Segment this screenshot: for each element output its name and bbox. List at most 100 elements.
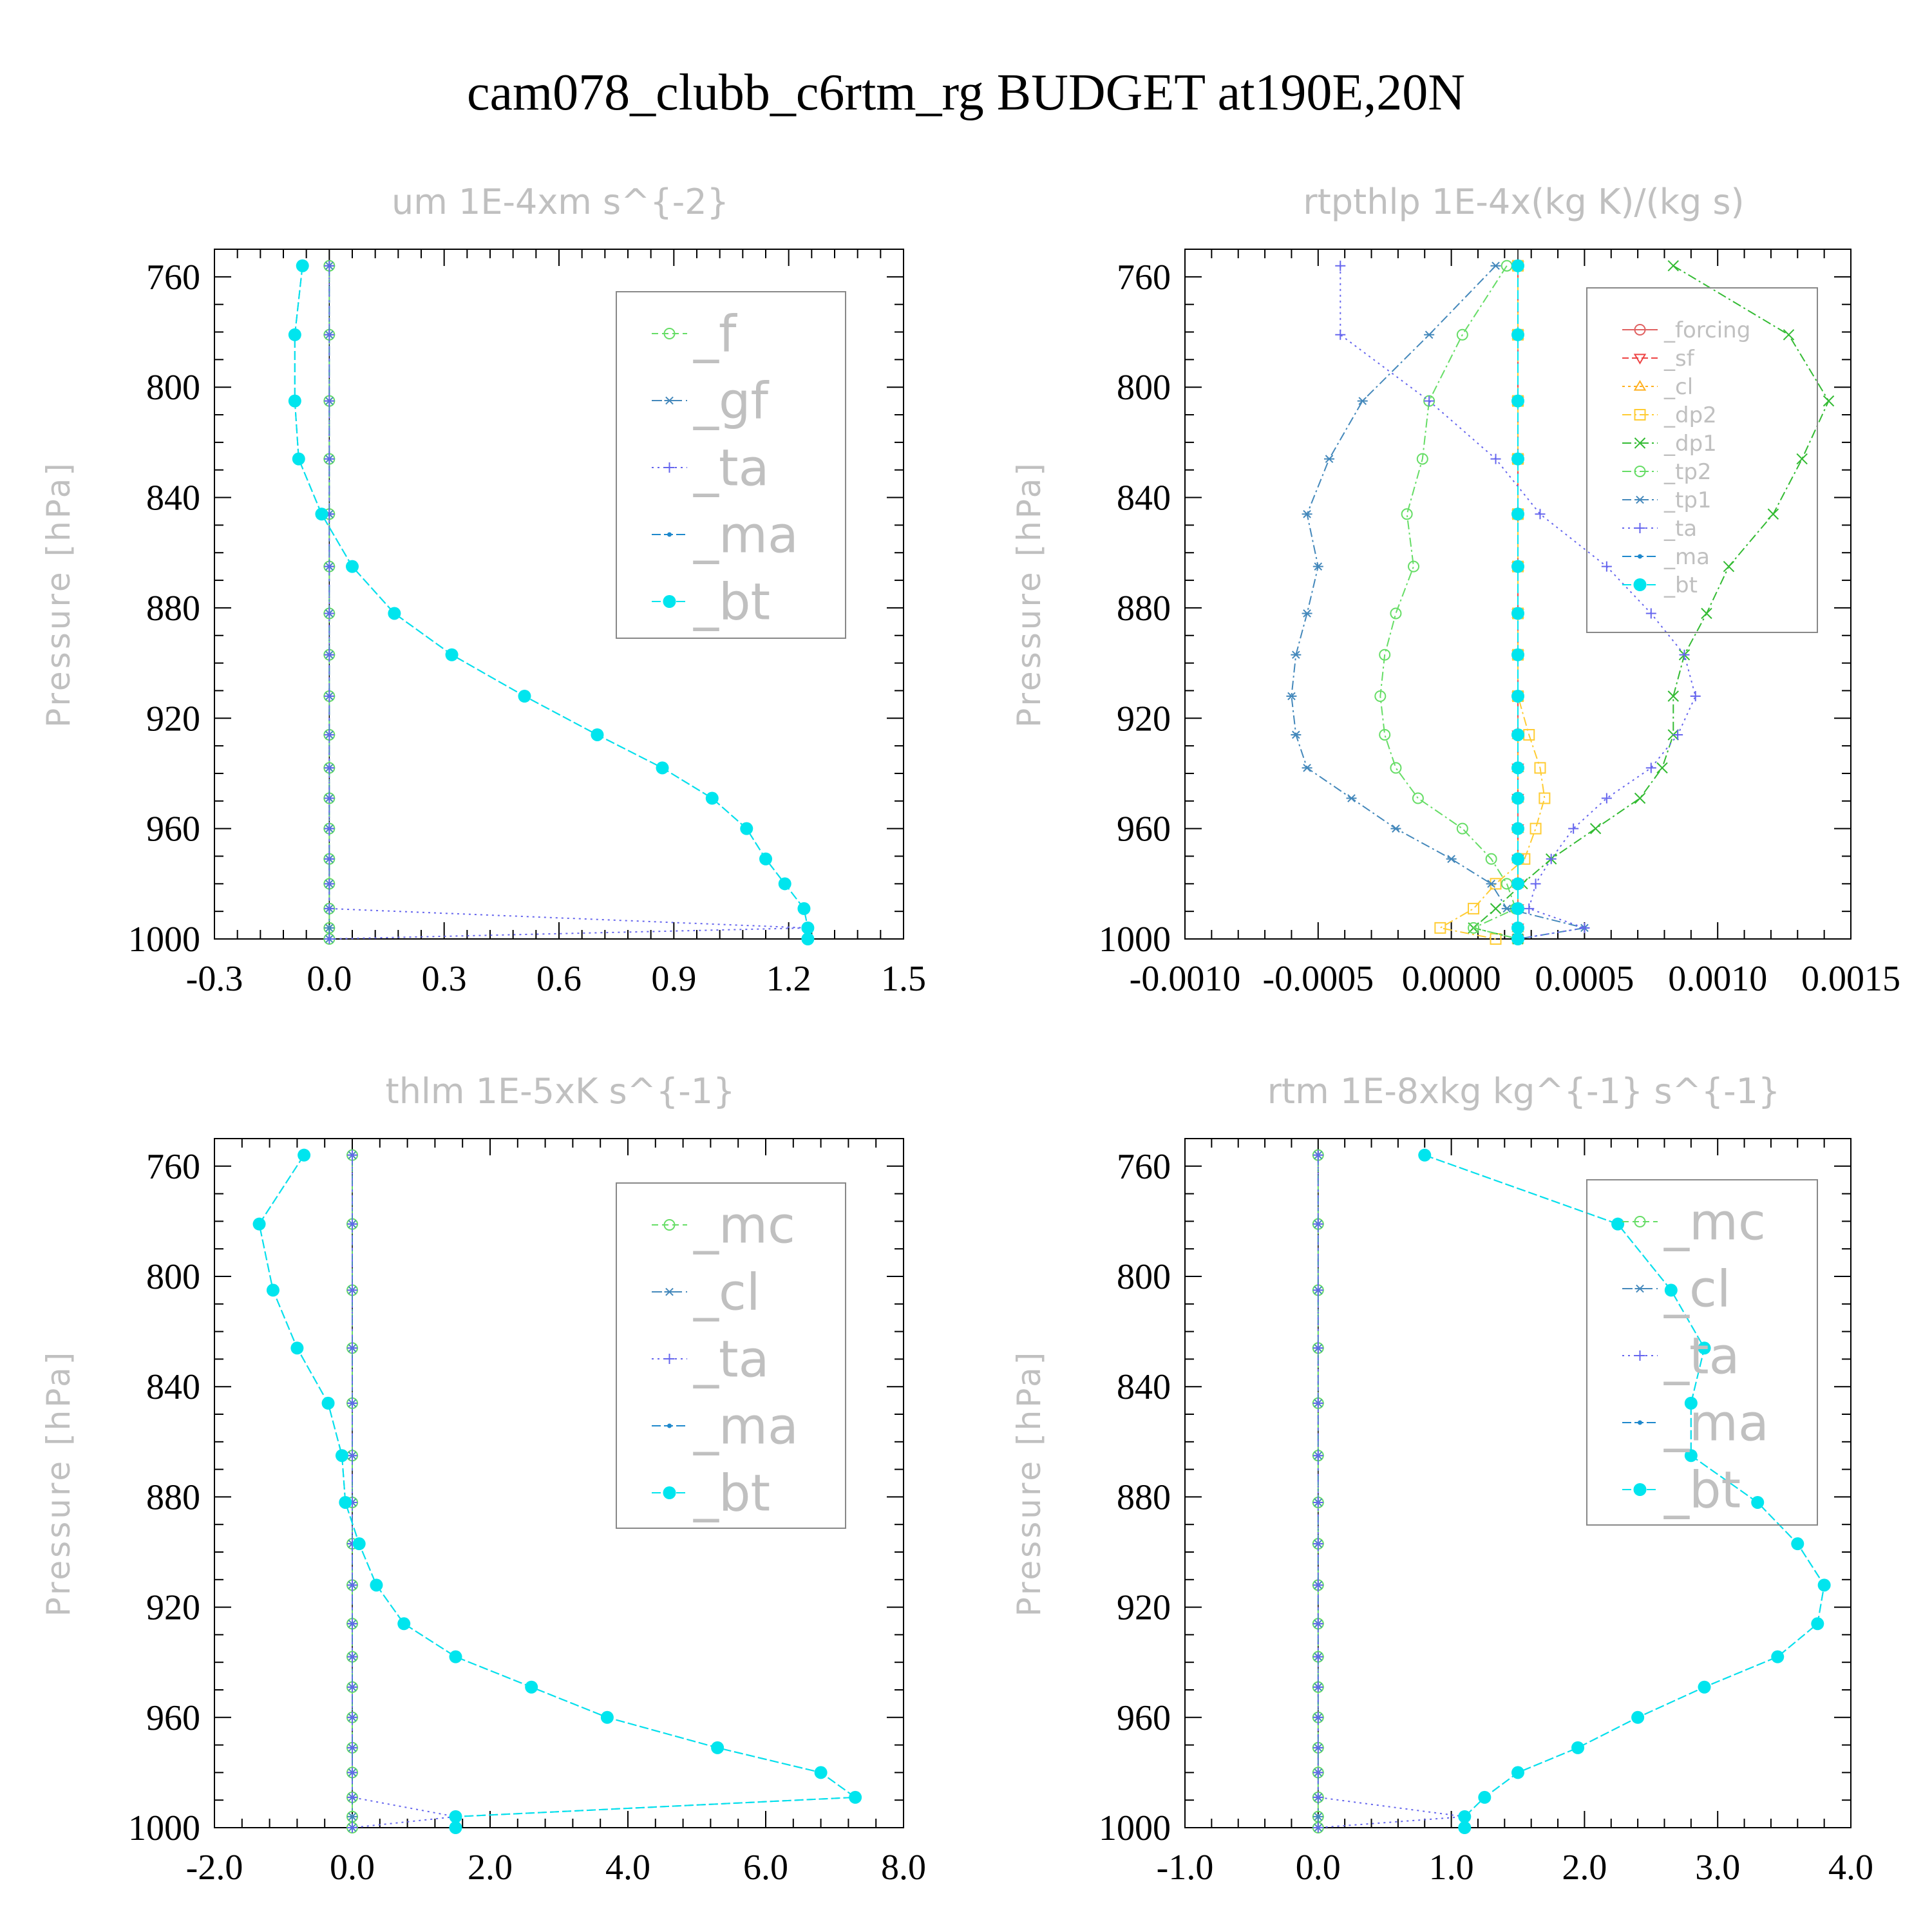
data-point <box>1767 508 1779 520</box>
data-point <box>1656 762 1668 774</box>
data-point <box>324 878 335 889</box>
data-point <box>288 394 301 408</box>
data-point <box>266 1283 279 1297</box>
data-point <box>1291 730 1302 739</box>
data-point <box>1302 609 1312 618</box>
data-point <box>1811 1617 1824 1631</box>
data-point <box>1511 933 1524 945</box>
data-point <box>1416 453 1428 465</box>
data-point <box>1468 922 1480 934</box>
data-point <box>1783 329 1795 341</box>
x-tick-label: -0.3 <box>186 959 243 999</box>
series-bt <box>288 259 815 945</box>
legend-marker <box>1633 354 1647 365</box>
legend-marker <box>663 1486 676 1499</box>
data-point <box>347 1712 357 1723</box>
data-point <box>1524 903 1535 914</box>
y-tick-label: 920 <box>1117 1588 1171 1628</box>
series-line <box>1424 1154 1825 1828</box>
chart-panel-1: um 1E-4xm s^{-2} Pressure [hPa] 760 800 840 8… <box>40 182 926 999</box>
data-point <box>1701 607 1712 620</box>
data-point <box>1511 791 1524 805</box>
legend-box <box>616 291 846 639</box>
data-point <box>1589 822 1602 835</box>
data-point <box>1312 1497 1323 1508</box>
data-point <box>347 1823 357 1833</box>
legend-label: _dp2 <box>1663 402 1717 428</box>
series-line <box>1291 265 1585 940</box>
data-point <box>1511 902 1524 915</box>
x-tick-label: -0.0010 <box>1130 959 1241 999</box>
data-point <box>1539 792 1551 804</box>
data-point <box>1456 328 1468 341</box>
data-point <box>1312 1450 1323 1461</box>
data-point <box>324 453 335 464</box>
data-point <box>324 934 335 944</box>
legend-marker <box>1638 554 1642 559</box>
data-point <box>1698 1341 1711 1355</box>
legend-marker <box>663 595 676 608</box>
data-point <box>1645 608 1656 619</box>
legend-marker <box>1634 1216 1646 1227</box>
data-point <box>1631 1710 1645 1724</box>
y-tick-label: 960 <box>1117 810 1171 849</box>
data-point <box>324 903 335 914</box>
series-dp2 <box>1434 260 1551 945</box>
x-tick-label: -2.0 <box>186 1848 243 1888</box>
data-point <box>1546 853 1557 864</box>
y-tick-label: 840 <box>1117 478 1171 518</box>
series-ma <box>1422 1153 1827 1830</box>
data-point <box>339 1495 352 1509</box>
series-line <box>1317 1155 1465 1828</box>
data-point <box>1534 762 1546 774</box>
y-tick-label: 840 <box>146 1367 200 1407</box>
data-point <box>705 791 719 805</box>
series-tp1 <box>1286 261 1590 943</box>
data-point <box>1571 1741 1585 1754</box>
y-tick-label: 920 <box>146 1588 200 1628</box>
series-tp2 <box>1374 260 1524 945</box>
data-point <box>1751 1495 1765 1509</box>
legend-marker <box>663 1219 676 1231</box>
series-ta <box>1312 1150 1470 1833</box>
data-point <box>1511 877 1524 891</box>
data-point <box>347 1218 357 1229</box>
data-point <box>347 1397 357 1408</box>
data-point <box>1511 1766 1524 1779</box>
data-point <box>1312 1742 1323 1753</box>
series-bt <box>252 1148 862 1834</box>
data-point <box>1530 878 1541 889</box>
data-point <box>449 1810 462 1823</box>
legend-marker <box>1634 324 1646 336</box>
legend-marker <box>1634 1350 1645 1361</box>
y-tick-label: 880 <box>1117 589 1171 629</box>
y-tick-label: 800 <box>146 368 200 408</box>
series-bt <box>1418 1148 1831 1834</box>
data-point <box>1511 852 1524 866</box>
y-axis-label: Pressure [hPa] <box>1010 1350 1048 1617</box>
chart-panel-4: rtm 1E-8xkg kg^{-1} s^{-1} Pressure [hPa]… <box>1010 1071 1873 1888</box>
data-point <box>324 329 335 340</box>
data-point <box>1672 729 1683 740</box>
x-tick-label: 2.0 <box>468 1848 513 1888</box>
data-point <box>1490 261 1501 270</box>
x-tick-label: 0.0000 <box>1402 959 1501 999</box>
data-point <box>1511 761 1524 775</box>
data-point <box>1823 395 1835 407</box>
data-point <box>1501 904 1512 913</box>
data-point <box>324 649 335 660</box>
data-point <box>1485 853 1497 865</box>
data-point <box>1312 1812 1323 1821</box>
y-tick-label: 960 <box>146 810 200 849</box>
y-tick-label: 920 <box>146 699 200 739</box>
data-point <box>1312 1651 1323 1662</box>
data-point <box>1535 509 1546 520</box>
data-point <box>814 1766 828 1779</box>
y-tick-label: 760 <box>146 1147 200 1187</box>
data-point <box>797 902 811 915</box>
data-point <box>347 1150 357 1160</box>
y-tick-label: 760 <box>1117 1147 1171 1187</box>
x-tick-label: 0.6 <box>536 959 582 999</box>
plot-frame <box>214 1138 904 1828</box>
x-tick-label: -0.0005 <box>1262 959 1374 999</box>
